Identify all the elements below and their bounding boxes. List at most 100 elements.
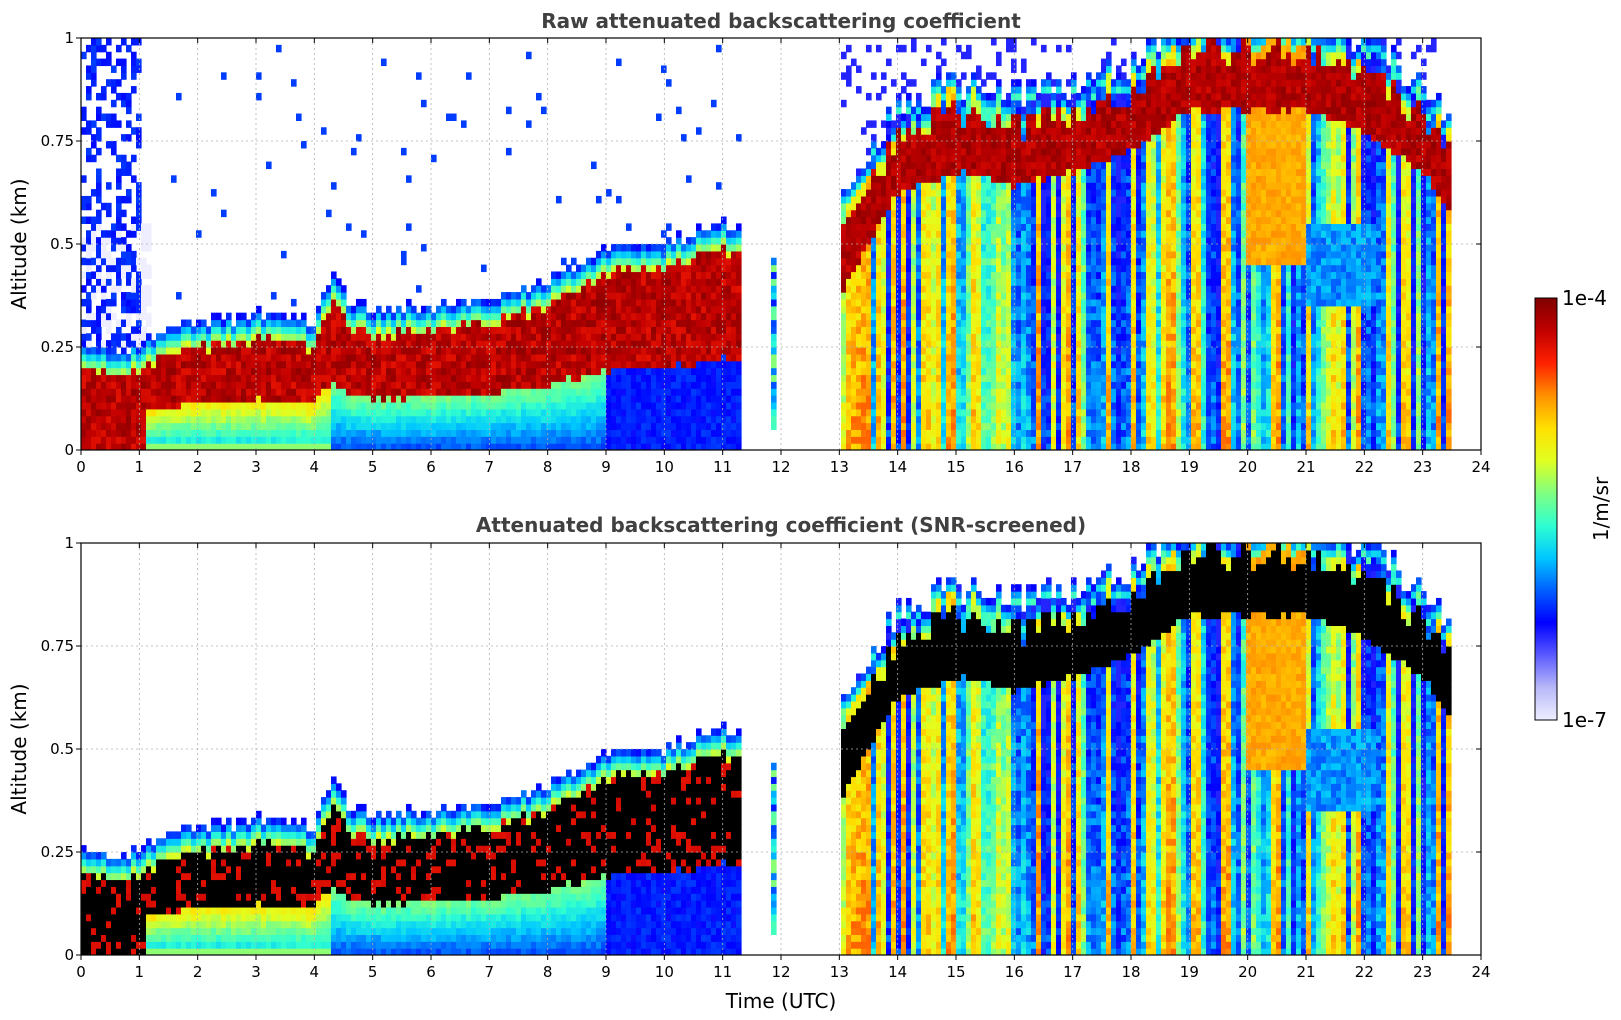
heatmap-cell [126,168,132,176]
heatmap-cell [706,333,712,341]
heatmap-cell [931,99,937,108]
heatmap-cell [301,401,307,410]
heatmap-cell [416,388,422,396]
heatmap-cell [181,401,187,410]
heatmap-cell [86,408,92,417]
heatmap-cell [561,374,567,382]
heatmap-cell [576,401,582,410]
heatmap-cell [986,271,992,279]
heatmap-cell [646,388,652,396]
heatmap-cell [431,154,437,163]
heatmap-cell [966,271,972,279]
heatmap-cell [641,429,647,437]
heatmap-cell [901,134,907,142]
heatmap-cell [481,408,487,417]
heatmap-cell [876,44,882,53]
heatmap-cell [536,388,542,396]
heatmap-cell [681,340,687,348]
heatmap-cell [951,264,957,273]
heatmap-cell [121,72,127,80]
heatmap-cell [646,381,652,389]
heatmap-cell [591,285,597,293]
heatmap-cell [701,298,707,307]
heatmap-cell [946,250,952,259]
heatmap-cell [696,333,702,341]
heatmap-cell [96,189,102,197]
heatmap-cell [121,360,127,369]
heatmap-cell [276,395,282,403]
heatmap-cell [396,429,402,437]
heatmap-cell [356,298,362,307]
heatmap-cell [211,189,217,197]
heatmap-cell [981,106,987,115]
heatmap-cell [361,360,367,369]
heatmap-cell [686,360,692,369]
heatmap-cell [381,312,387,321]
heatmap-cell [516,347,522,355]
heatmap-cell [306,388,312,396]
heatmap-cell [946,415,952,424]
heatmap-cell [526,367,532,376]
heatmap-cell [426,381,432,389]
heatmap-cell [546,298,552,307]
heatmap-cell [176,340,182,348]
heatmap-cell [111,436,117,444]
heatmap-cell [486,360,492,369]
heatmap-cell [426,360,432,369]
heatmap-cell [546,436,552,444]
heatmap-cell [991,292,997,300]
heatmap-cell [181,347,187,355]
heatmap-cell [151,374,157,382]
heatmap-cell [906,278,912,286]
heatmap-cell [596,360,602,369]
heatmap-cell [691,353,697,362]
heatmap-cell [511,298,517,307]
heatmap-cell [341,340,347,348]
heatmap-cell [696,429,702,437]
heatmap-cell [636,305,642,314]
heatmap-cell [516,353,522,362]
heatmap-cell [266,333,272,341]
heatmap-cell [421,395,427,403]
heatmap-cell [81,298,87,307]
heatmap-cell [451,312,457,321]
heatmap-cell [926,106,932,115]
heatmap-cell [521,305,527,314]
heatmap-cell [626,436,632,444]
heatmap-cell [106,340,112,348]
heatmap-cell [456,401,462,410]
heatmap-cell [461,367,467,376]
heatmap-cell [526,436,532,444]
heatmap-cell [316,436,322,444]
heatmap-cell [186,388,192,396]
heatmap-cell [941,340,947,348]
heatmap-cell [861,312,867,321]
heatmap-cell [516,326,522,334]
heatmap-cell [986,388,992,396]
heatmap-cell [386,443,392,450]
heatmap-cell [536,367,542,376]
heatmap-cell [881,319,887,327]
heatmap-cell [516,367,522,376]
heatmap-cell [881,353,887,362]
heatmap-cell [986,250,992,259]
heatmap-cell [976,374,982,382]
heatmap-cell [661,333,667,341]
heatmap-cell [561,285,567,293]
heatmap-cell [81,401,87,410]
heatmap-cell [531,443,537,450]
heatmap-cell [166,381,172,389]
heatmap-cell [271,340,277,348]
heatmap-cell [991,436,997,444]
heatmap-cell [856,86,862,94]
heatmap-cell [566,443,572,450]
heatmap-cell [516,298,522,307]
heatmap-cell [911,244,917,252]
heatmap-cell [526,51,532,60]
heatmap-cell [506,106,512,115]
heatmap-cell [556,271,562,279]
heatmap-cell [91,134,97,142]
heatmap-cell [561,347,567,355]
heatmap-cell [856,257,862,266]
heatmap-cell [471,312,477,321]
